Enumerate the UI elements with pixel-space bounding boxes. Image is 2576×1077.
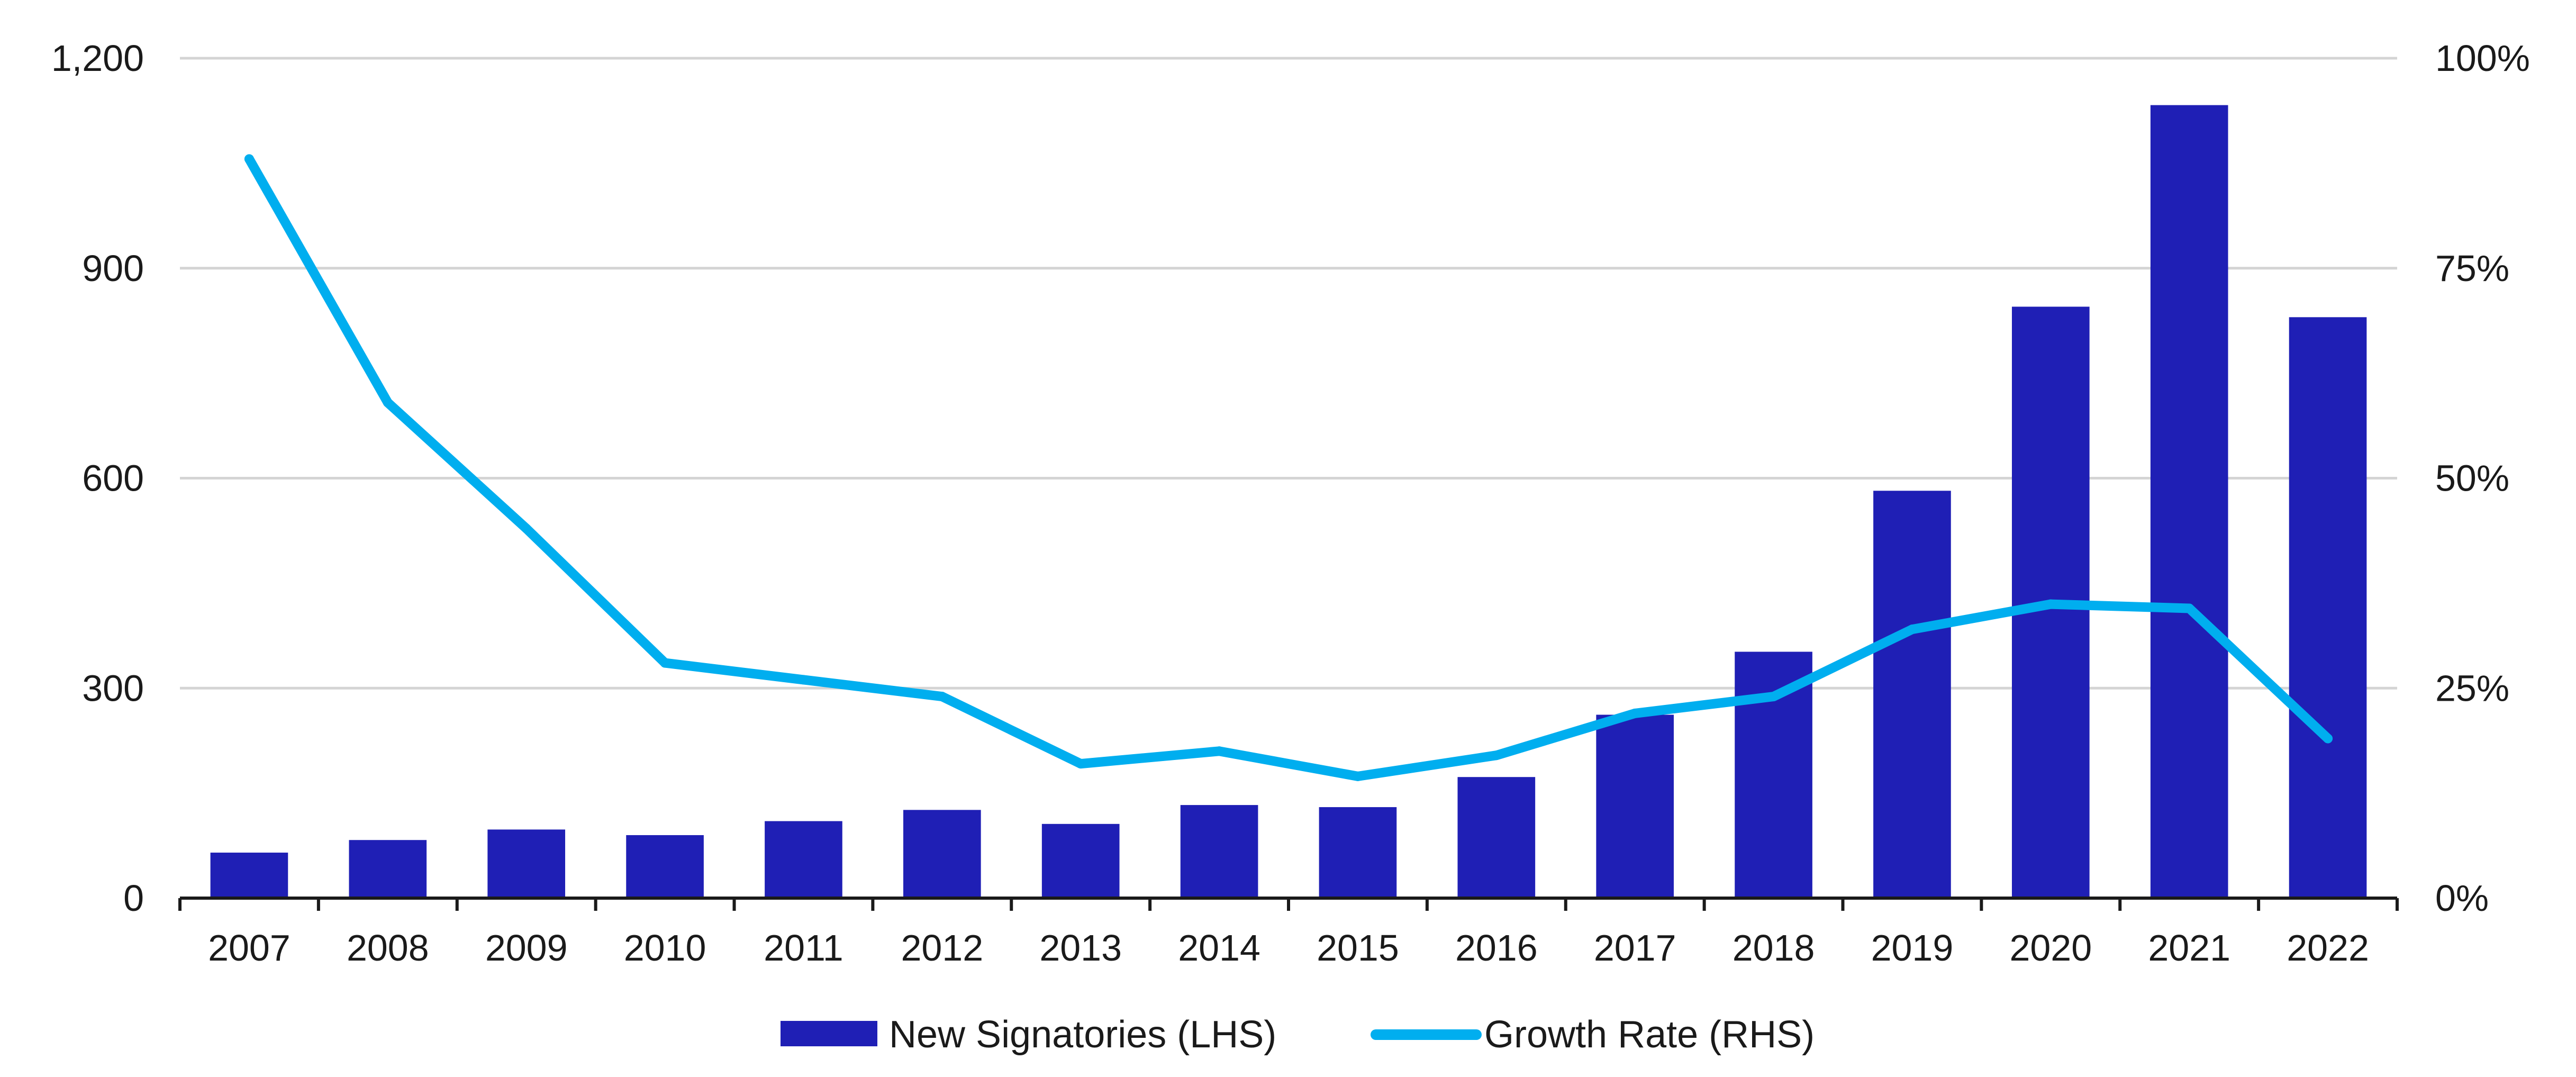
y-left-tick-label: 300 xyxy=(82,667,144,709)
growth-rate-point-2016 xyxy=(1491,750,1501,761)
growth-rate-point-2007 xyxy=(244,154,254,164)
growth-rate-point-2021 xyxy=(2184,603,2194,613)
bar-2008 xyxy=(349,840,427,898)
bar-2011 xyxy=(765,821,842,898)
x-tick-label-2013: 2013 xyxy=(1039,927,1122,969)
growth-rate-point-2018 xyxy=(1768,692,1779,702)
y-right-tick-label: 25% xyxy=(2435,667,2509,709)
growth-rate-line xyxy=(244,154,2333,781)
y-right-tick-label: 0% xyxy=(2435,877,2489,919)
growth-rate-point-2019 xyxy=(1907,625,1917,635)
x-tick-label-2007: 2007 xyxy=(208,927,291,969)
y-right-tick-label: 50% xyxy=(2435,458,2509,499)
x-tick-label-2015: 2015 xyxy=(1317,927,1399,969)
bar-2017 xyxy=(1596,714,1674,898)
bar-2015 xyxy=(1319,807,1397,898)
growth-rate-point-2022 xyxy=(2323,734,2333,744)
x-tick-label-2014: 2014 xyxy=(1178,927,1260,969)
bar-2022 xyxy=(2289,317,2367,899)
y-right-tick-label: 100% xyxy=(2435,38,2530,79)
x-tick-label-2017: 2017 xyxy=(1594,927,1676,969)
bar-2018 xyxy=(1735,651,1812,898)
growth-rate-point-2012 xyxy=(937,692,947,702)
x-tick-label-2016: 2016 xyxy=(1455,927,1538,969)
bar-2007 xyxy=(210,853,288,898)
y-left-tick-label: 0 xyxy=(123,877,144,919)
growth-rate-point-2020 xyxy=(2046,599,2056,609)
growth-rate-point-2014 xyxy=(1214,746,1224,756)
growth-rate-point-2009 xyxy=(521,523,531,533)
growth-rate-point-2011 xyxy=(799,675,809,685)
y-right-tick-label: 75% xyxy=(2435,248,2509,289)
x-tick-label-2009: 2009 xyxy=(485,927,568,969)
growth-rate-point-2013 xyxy=(1076,759,1086,769)
x-tick-label-2020: 2020 xyxy=(2009,927,2092,969)
x-tick-label-2012: 2012 xyxy=(901,927,983,969)
bar-2021 xyxy=(2150,105,2228,898)
x-tick-label-2019: 2019 xyxy=(1871,927,1954,969)
y-left-tick-label: 1,200 xyxy=(51,38,144,79)
x-tick-label-2010: 2010 xyxy=(624,927,706,969)
x-tick-label-2018: 2018 xyxy=(1733,927,1815,969)
x-tick-label-2008: 2008 xyxy=(347,927,429,969)
legend-swatch-new-signatories xyxy=(781,1021,877,1046)
bar-2016 xyxy=(1457,777,1536,898)
bar-2009 xyxy=(487,829,566,898)
growth-rate-point-2010 xyxy=(660,658,670,668)
growth-rate-point-2008 xyxy=(383,397,393,408)
bar-2019 xyxy=(1873,491,1951,898)
y-left-tick-label: 600 xyxy=(82,458,144,499)
x-tick-label-2021: 2021 xyxy=(2148,927,2230,969)
bar-2010 xyxy=(626,835,704,898)
legend-label-new-signatories: New Signatories (LHS) xyxy=(889,1013,1276,1056)
bar-2013 xyxy=(1041,823,1120,898)
legend-label-growth-rate: Growth Rate (RHS) xyxy=(1484,1013,1815,1056)
x-tick-label-2022: 2022 xyxy=(2287,927,2369,969)
bar-2014 xyxy=(1180,805,1258,898)
x-tick-label-2011: 2011 xyxy=(764,927,843,969)
bar-2012 xyxy=(903,810,981,898)
growth-rate-point-2015 xyxy=(1353,771,1363,781)
growth-rate-point-2017 xyxy=(1630,708,1640,718)
y-left-tick-label: 900 xyxy=(82,248,144,289)
